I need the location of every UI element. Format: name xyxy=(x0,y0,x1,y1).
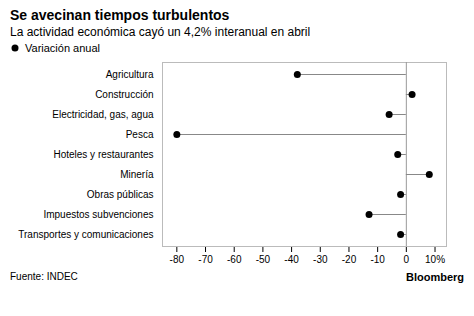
svg-text:10%: 10% xyxy=(425,254,445,265)
html-text:Fuente: INDEC: Fuente: INDEC xyxy=(10,271,78,282)
svg-text:-40: -40 xyxy=(284,254,299,265)
svg-text:Construcción: Construcción xyxy=(95,89,153,100)
svg-text:Impuestos subvenciones: Impuestos subvenciones xyxy=(43,209,153,220)
svg-text:-50: -50 xyxy=(256,254,271,265)
svg-text:-30: -30 xyxy=(313,254,328,265)
html-text:Bloomberg: Bloomberg xyxy=(405,271,464,283)
svg-text:Minería: Minería xyxy=(120,169,154,180)
svg-text:0: 0 xyxy=(404,254,410,265)
svg-text:-10: -10 xyxy=(370,254,385,265)
html-text:La actividad económica cayó un: La actividad económica cayó un 4,2% inte… xyxy=(10,25,311,39)
svg-text:Obras públicas: Obras públicas xyxy=(87,189,154,200)
svg-text:-80: -80 xyxy=(170,254,185,265)
svg-text:Agricultura: Agricultura xyxy=(106,69,154,80)
svg-text:-60: -60 xyxy=(227,254,242,265)
html-text:Se avecinan tiempos turbulento: Se avecinan tiempos turbulentos xyxy=(10,7,230,23)
svg-text:Transportes y comunicaciones: Transportes y comunicaciones xyxy=(18,229,153,240)
svg-text:Pesca: Pesca xyxy=(126,129,154,140)
html-text:Variación anual: Variación anual xyxy=(25,42,100,54)
svg-text:Electricidad, gas, agua: Electricidad, gas, agua xyxy=(52,109,154,120)
svg-text:Hoteles y restaurantes: Hoteles y restaurantes xyxy=(53,149,153,160)
svg-text:-70: -70 xyxy=(198,254,213,265)
svg-text:-20: -20 xyxy=(342,254,357,265)
